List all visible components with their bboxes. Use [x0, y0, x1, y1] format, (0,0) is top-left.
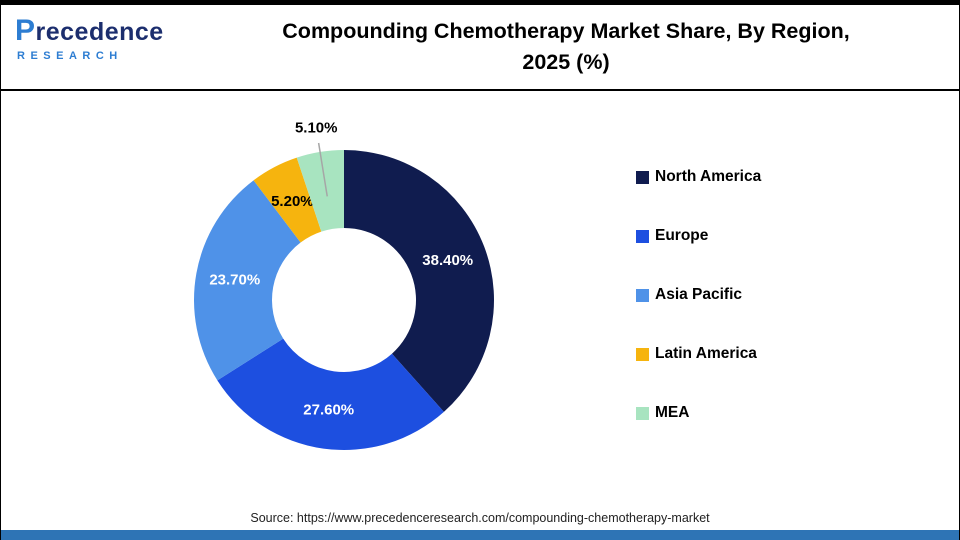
chart-title-line-2: 2025 (%): [522, 50, 610, 74]
legend: North America Europe Asia Pacific Latin …: [636, 168, 761, 463]
chart-title-line-1: Compounding Chemotherapy Market Share, B…: [282, 19, 850, 43]
slice-value-label: 27.60%: [303, 401, 354, 418]
legend-label: Asia Pacific: [655, 286, 743, 303]
brand-subtitle: RESEARCH: [17, 50, 123, 62]
slice-value-label: 5.10%: [295, 120, 338, 137]
header: Precedence RESEARCH Compounding Chemothe…: [1, 5, 959, 91]
legend-item: Europe: [636, 227, 761, 245]
slice-value-label: 5.20%: [271, 193, 314, 210]
brand-logo: Precedence RESEARCH: [1, 5, 173, 62]
legend-item: Latin America: [636, 345, 761, 363]
callout-line: [317, 142, 328, 197]
legend-item: MEA: [636, 404, 761, 422]
slice-value-label: 23.70%: [209, 272, 260, 289]
donut-slice-0: [344, 150, 495, 412]
legend-label: North America: [655, 168, 762, 185]
chart-title: Compounding Chemotherapy Market Share, B…: [173, 5, 959, 78]
donut-slice-4: [296, 150, 344, 232]
donut-slice-2: [194, 180, 301, 381]
source-text: Source: https://www.precedenceresearch.c…: [250, 511, 710, 525]
donut-slice-3: [253, 157, 322, 243]
brand-name: Precedence: [15, 14, 164, 47]
legend-label: Europe: [655, 227, 709, 244]
legend-swatch: [636, 170, 649, 184]
legend-swatch: [636, 288, 649, 302]
legend-item: Asia Pacific: [636, 286, 761, 304]
legend-swatch: [636, 406, 649, 420]
bottom-accent-bar: [1, 530, 959, 540]
legend-swatch: [636, 229, 649, 243]
legend-item: North America: [636, 168, 761, 186]
donut-chart-svg: 38.40% 27.60% 23.70% 5.20% 5.10%: [194, 120, 495, 451]
legend-label: Latin America: [655, 345, 757, 362]
legend-label: MEA: [655, 404, 690, 421]
donut-slice-1: [217, 338, 444, 451]
slice-value-label: 38.40%: [422, 252, 473, 269]
legend-swatch: [636, 347, 649, 361]
